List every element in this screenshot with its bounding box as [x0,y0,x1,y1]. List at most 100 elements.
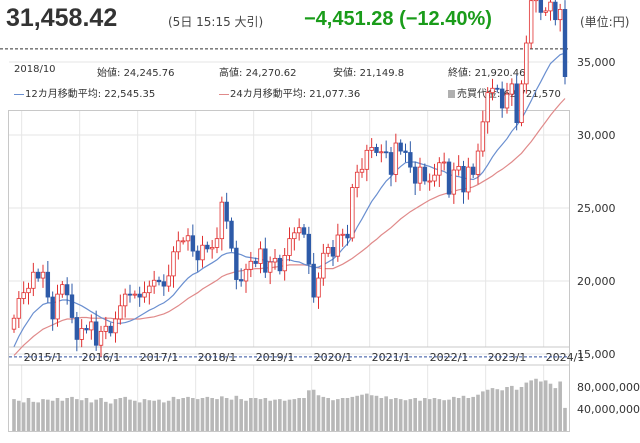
low-value: 21,149.8 [359,68,405,79]
volume-bar [423,398,427,431]
ma12-value: 22,545.35 [104,89,156,100]
volume-bar [326,398,330,431]
candle-body [548,1,553,12]
x-tick-label: 2021/1 [372,351,411,364]
volume-bar [282,400,287,431]
volume-bar [239,399,243,431]
volume-bar [26,398,31,431]
volume-bar [355,395,359,431]
candle-body [84,328,89,331]
candle-body [364,149,370,170]
candle-body [408,152,413,168]
candle-body [292,232,297,240]
ma12-line-icon [14,93,24,95]
volume-bar [519,387,524,431]
volume-bar [476,394,480,431]
candle-body [379,151,384,154]
candle-body [137,293,142,298]
volume-bar [104,401,108,431]
volume-bar [268,400,272,431]
close-label: 終値: [448,68,472,79]
volume-bar [466,398,471,431]
volume-bar [31,401,36,431]
candle-body [122,293,128,307]
candle-body [330,247,336,257]
price-tick-label: 25,000 [577,202,616,215]
candle-body [166,275,171,287]
volume-bar [311,389,316,431]
candle-body [69,294,75,318]
volume-bar [191,398,195,431]
candle-body [79,328,84,340]
volume-bar [108,403,113,431]
candle-body [64,284,70,296]
volume-bar [171,396,176,431]
candle-body [393,142,399,175]
volume-bar [292,399,297,431]
volume-bar [244,400,248,431]
volume-bar [534,378,538,431]
volume-bar [273,399,277,431]
price-change: −4,451.28 (−12.40%) [304,8,492,30]
volume-bar [278,399,282,431]
candle-body [543,10,548,13]
candle-body [461,165,466,193]
candle-body [398,142,403,152]
candle-body [335,234,341,257]
volume-bar [374,395,379,431]
volume-bar [253,398,258,431]
volume-bar [181,398,185,431]
volume-bar [485,389,490,431]
volume-bar [398,399,403,431]
candle-body [205,244,210,250]
quote-header: 31,458.42 (5日 15:15 大引) −4,451.28 (−12.4… [6,2,634,36]
price-tick-label: 15,000 [577,348,616,361]
candle-body [113,318,118,334]
candle-body [60,284,65,295]
volume-bar [17,400,21,431]
open-label: 始値: [97,68,121,79]
volume-bar [360,394,364,431]
low-label: 安値: [333,68,357,79]
volume-bar [162,402,166,431]
candle-body [538,0,544,13]
volume-bar [514,389,519,431]
volume-bar [331,400,335,431]
quote-time: (5日 15:15 大引) [168,15,264,29]
candle-body [562,9,568,78]
candle-body [258,248,263,264]
price-tick-label: 20,000 [577,275,616,288]
x-tick-label: 2022/1 [430,351,469,364]
volume-bar [176,399,181,431]
x-tick-label: 2018/1 [198,351,237,364]
volume-bar [471,396,475,431]
volume-bar [215,399,219,431]
volume-bar [321,396,326,431]
volume-bar [418,400,422,431]
candle-body [11,317,17,330]
volume-bar [539,381,543,431]
candle-body [243,268,249,282]
x-tick-label: 2020/1 [314,351,353,364]
candle-body [403,150,408,153]
info-low: 安値: 21,149.8 [333,64,404,79]
volume-bar [340,398,345,431]
volume-bar [553,388,558,431]
volume-bar [558,381,562,431]
candle-body [466,166,471,193]
volume-bar [84,398,89,431]
volume-bar [432,398,437,431]
candle-body [446,161,452,195]
volume-bar [500,390,504,431]
legend-volume: 売買代金: 62,721,570 [448,85,561,100]
volume-bar [524,382,529,431]
candle-body [108,325,113,334]
volume-bar [505,387,509,431]
candle-body [74,317,80,340]
volume-label: 売買代金: [457,89,501,100]
candle-body [383,151,389,154]
candle-body [156,279,162,283]
candle-body [422,166,428,182]
candle-body [287,238,292,256]
volume-bar [200,398,205,431]
